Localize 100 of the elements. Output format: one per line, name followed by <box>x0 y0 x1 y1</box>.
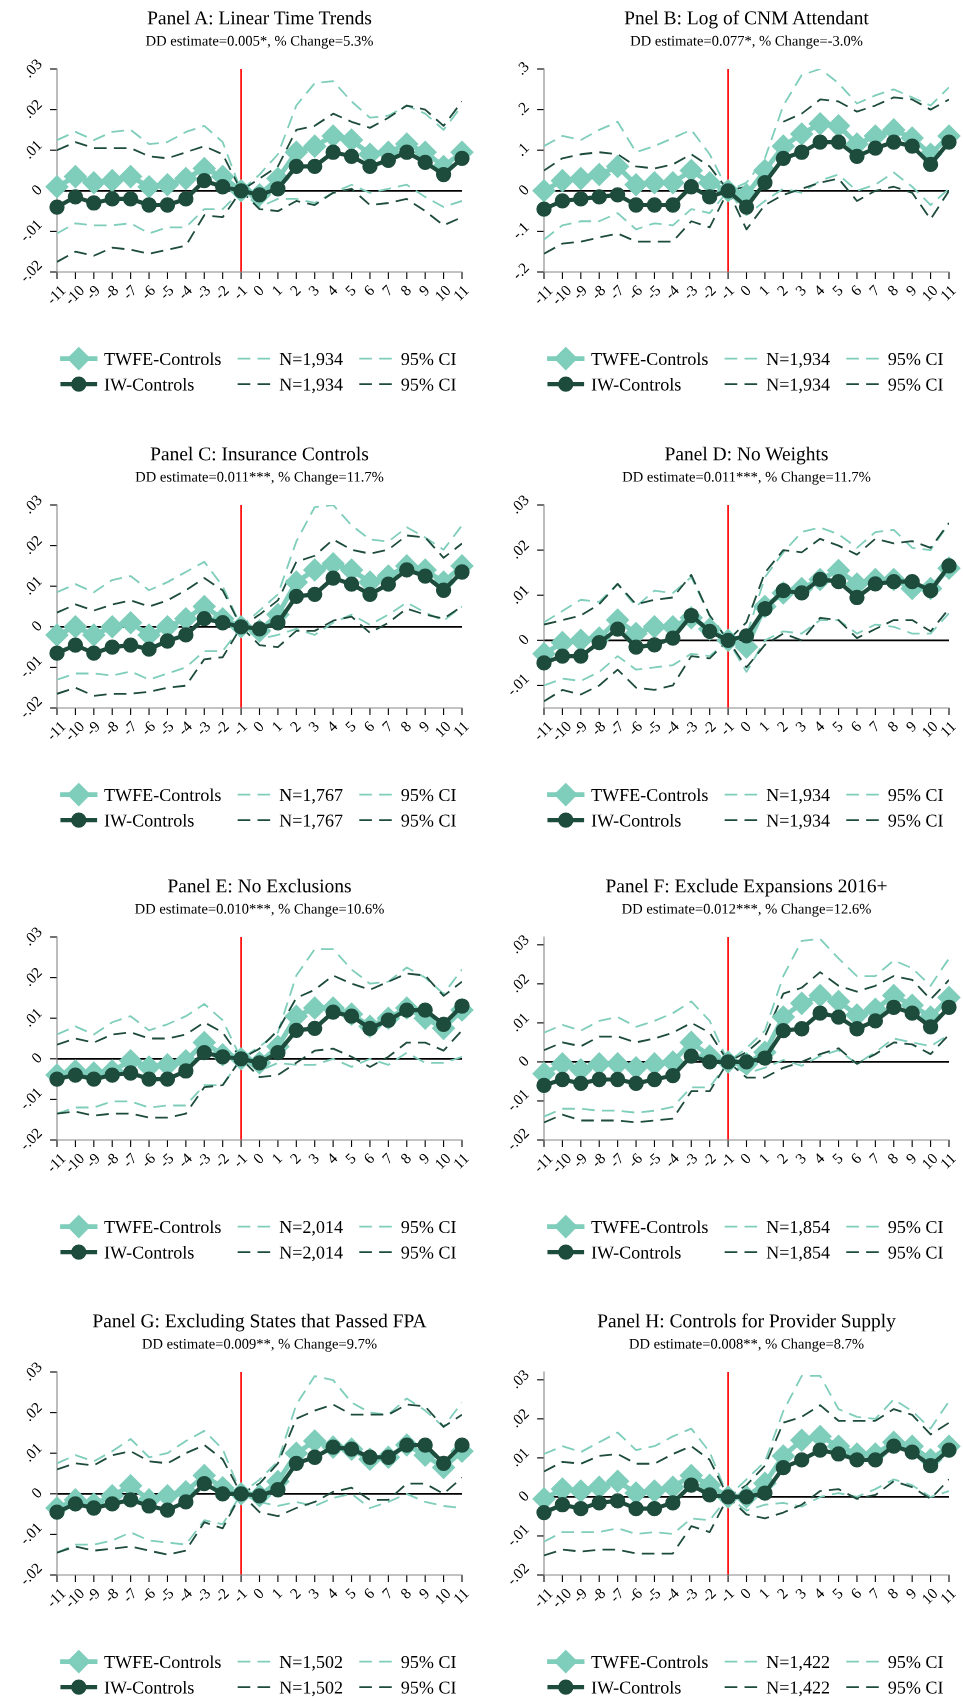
point <box>196 173 212 189</box>
legend-label: IW-Controls <box>591 377 681 391</box>
x-tick-label: 3 <box>307 284 320 297</box>
x-tick-label: 9 <box>905 1587 918 1600</box>
point <box>904 138 920 154</box>
legend-label: 95% CI <box>888 352 943 366</box>
x-tick-label: 10 <box>921 1152 939 1170</box>
y-tick-label: .03 <box>22 494 43 514</box>
point <box>159 633 176 649</box>
legend-label: N=1,934 <box>766 788 830 804</box>
point <box>536 1504 552 1521</box>
y-tick-label: -.01 <box>19 654 43 679</box>
legend-label: N=1,934 <box>766 814 830 830</box>
x-tick-label: -5 <box>645 1152 662 1169</box>
x-tick-label: -11 <box>532 1587 553 1608</box>
point <box>794 1021 810 1037</box>
x-tick-label: 7 <box>868 284 881 296</box>
y-tick-label: 0 <box>517 183 530 196</box>
point <box>812 1005 828 1021</box>
x-tick-label: 10 <box>921 284 939 302</box>
x-tick-label: -6 <box>627 1587 643 1604</box>
chart-title: Panel E: No Exclusions <box>167 878 351 893</box>
y-tick-label: .03 <box>22 1361 43 1381</box>
x-tick-label: 2 <box>776 1152 789 1165</box>
point <box>307 1449 323 1465</box>
legend-label: N=1,767 <box>279 814 343 830</box>
point <box>141 197 157 213</box>
x-tick-label: -1 <box>232 720 248 736</box>
x-tick-label: -3 <box>682 1152 699 1169</box>
point <box>573 648 589 664</box>
x-tick-label: -1 <box>232 1152 248 1168</box>
chart-title: Panel H: Controls for Provider Supply <box>597 1313 896 1332</box>
x-tick-label: 11 <box>453 284 470 301</box>
x-tick-label: 2 <box>776 284 789 297</box>
y-tick-label: -.01 <box>19 1521 43 1546</box>
y-tick-label: .03 <box>509 494 530 514</box>
x-tick-label: -5 <box>645 284 662 301</box>
x-tick-label: -9 <box>572 284 588 301</box>
y-tick-label: -.1 <box>511 221 530 240</box>
legend-label: 95% CI <box>401 814 456 827</box>
point <box>738 628 755 644</box>
x-tick-label: 4 <box>813 720 826 733</box>
legend-label: TWFE-Controls <box>591 788 708 802</box>
x-tick-label: 6 <box>363 720 376 733</box>
x-tick-label: 4 <box>326 720 339 733</box>
legend-label: TWFE-Controls <box>104 1655 221 1669</box>
point <box>417 568 433 584</box>
point <box>67 637 84 653</box>
x-tick-label: 1 <box>758 1152 770 1164</box>
x-tick-label: -6 <box>140 1152 156 1169</box>
point <box>417 1002 433 1018</box>
x-tick-label: 9 <box>418 284 431 297</box>
point <box>288 588 304 604</box>
point <box>683 1477 699 1493</box>
point <box>270 1045 286 1061</box>
x-tick-label: -3 <box>195 284 212 301</box>
x-tick-label: -9 <box>85 1587 101 1604</box>
legend-label: N=1,502 <box>279 1681 343 1697</box>
x-tick-label: 7 <box>868 1587 881 1599</box>
legend-label: N=1,767 <box>279 788 343 804</box>
x-tick-label: -6 <box>627 1152 643 1169</box>
point <box>904 1444 920 1460</box>
line-series <box>544 1478 949 1557</box>
x-tick-label: -4 <box>177 284 193 300</box>
point <box>665 1495 681 1511</box>
x-tick-label: -1 <box>719 1152 735 1168</box>
x-tick-label: 4 <box>326 1587 339 1600</box>
x-tick-label: -2 <box>701 1587 717 1603</box>
x-tick-label: 9 <box>418 720 431 733</box>
x-tick-label: -9 <box>572 1587 588 1604</box>
point <box>325 570 341 586</box>
point <box>702 189 718 205</box>
point <box>119 165 143 189</box>
point <box>270 615 286 631</box>
point <box>141 1071 157 1087</box>
y-tick-label: 0 <box>30 183 43 196</box>
x-tick-label: 3 <box>307 1587 320 1600</box>
point <box>215 1486 231 1502</box>
legend-label: 95% CI <box>401 1655 456 1669</box>
legend-label: N=1,934 <box>766 352 830 368</box>
point <box>661 171 685 195</box>
legend-label: 95% CI <box>888 788 943 802</box>
point <box>794 144 810 160</box>
point <box>554 648 571 664</box>
x-tick-label: 3 <box>307 1152 320 1165</box>
point <box>178 627 194 643</box>
point <box>757 175 773 191</box>
point <box>628 197 644 213</box>
point <box>362 158 378 175</box>
point <box>609 1071 626 1088</box>
x-tick-label: -8 <box>590 1152 607 1169</box>
x-tick-label: 8 <box>886 1587 899 1600</box>
point <box>536 655 552 671</box>
y-tick-label: .02 <box>509 973 530 993</box>
legend-label: 95% CI <box>888 1246 943 1259</box>
legend-label: 95% CI <box>888 378 943 391</box>
point <box>587 163 611 187</box>
point <box>178 191 194 207</box>
legend-label: IW-Controls <box>591 1680 681 1694</box>
chart-subtitle: DD estimate=0.012***, % Change=12.6% <box>622 903 871 917</box>
